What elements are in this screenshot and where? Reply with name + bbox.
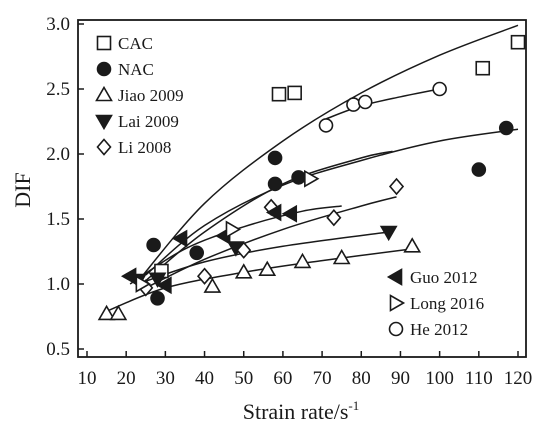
x-tick-label: 90 [391,368,410,389]
legend-label-nac: NAC [118,60,154,79]
x-tick-label: 110 [465,368,493,389]
legend-item-he-2012: He 2012 [388,320,468,339]
x-axis-title: Strain rate/s-1 [243,398,360,424]
data-point-long-2016 [225,220,242,239]
y-tick-label: 1.0 [46,274,70,295]
legend-item-lai-2009: Lai 2009 [95,112,179,131]
x-tick-label: 100 [425,368,454,389]
y-axis-title: DIF [10,172,35,207]
legend-label-he-2012: He 2012 [410,320,468,339]
data-point-jiao-2009 [258,260,277,277]
legend-item-cac: CAC [96,34,153,53]
data-point-jiao-2009 [293,252,312,269]
legend-marker-nac [96,61,112,77]
data-point-he-2012 [318,118,334,133]
data-point-nac [267,150,283,166]
x-tick-label: 80 [352,368,371,389]
data-point-jiao-2009 [203,277,222,293]
data-point-nac [498,120,514,136]
x-axis-title-main: Strain rate/s [243,399,349,424]
legend-label-li-2008: Li 2008 [118,138,171,157]
legend-marker-li-2008 [96,138,112,156]
x-tick-label: 10 [78,368,97,389]
legend-item-guo-2012: Guo 2012 [386,268,478,287]
data-point-he-2012 [432,81,447,97]
data-point-guo-2012 [156,276,172,295]
data-point-jiao-2009 [403,237,422,253]
legend-marker-cac [96,35,112,51]
legend-marker-long-2016 [389,294,406,312]
fit-curve-nac [145,128,519,276]
data-point-nac [291,170,306,185]
legend: CAC NAC Jiao 2009 Lai 2009 Li 2008 Guo 2012 Lo… [95,34,484,339]
legend-marker-jiao-2009 [95,85,113,102]
data-point-lai-2009 [148,272,167,288]
legend-item-nac: NAC [96,60,154,79]
data-point-li-2008 [196,267,213,285]
fit-curve-lai-2009 [137,231,389,285]
data-point-long-2016 [135,275,151,293]
y-tick-label: 0.5 [46,339,70,360]
data-point-cac [271,86,287,102]
y-tick-label: 2.5 [46,79,70,100]
x-tick-label: 70 [313,368,332,389]
data-point-li-2008 [326,208,342,227]
data-point-jiao-2009 [332,248,351,265]
data-point-he-2012 [346,97,361,112]
legend-marker-guo-2012 [386,268,403,286]
x-tick-label: 30 [156,368,175,389]
data-point-nac [471,162,487,177]
data-point-he-2012 [357,94,373,110]
legend-item-long-2016: Long 2016 [389,294,484,313]
legend-item-li-2008: Li 2008 [96,138,171,157]
fit-curve-cac [137,24,519,282]
data-point-cac [475,60,491,76]
x-axis-title-superscript: -1 [348,398,359,413]
fit-curve-guo-2012 [129,205,342,285]
legend-label-lai-2009: Lai 2009 [118,112,179,131]
plot-frame [77,19,527,358]
data-point-nac [267,176,283,192]
legend-label-cac: CAC [118,34,153,53]
axes: 10 20 30 40 50 60 70 80 90 100 110 120 0.5 1.0 1.5 2.0 2… [46,14,532,389]
x-tick-label: 60 [273,368,292,389]
y-tick-label: 3.0 [46,14,70,35]
legend-marker-he-2012 [388,321,404,337]
legend-label-guo-2012: Guo 2012 [410,268,478,287]
fit-curve-long-2016 [141,150,393,285]
data-point-long-2016 [304,169,320,188]
x-tick-label: 40 [195,368,214,389]
fit-curve-he-2012 [325,88,440,120]
legend-label-long-2016: Long 2016 [410,294,484,313]
data-point-guo-2012 [281,204,298,223]
y-tick-label: 1.5 [46,209,70,230]
legend-label-jiao-2009: Jiao 2009 [118,86,184,105]
fit-curve-li-2008 [145,196,397,289]
data-point-nac [189,245,205,261]
x-tick-label: 50 [234,368,253,389]
data-point-nac [150,290,165,306]
data-point-cac [287,85,302,101]
data-point-jiao-2009 [109,304,128,321]
data-point-li-2008 [388,177,405,196]
data-point-guo-2012 [265,203,282,222]
data-point-guo-2012 [171,229,188,248]
data-point-cac [510,34,526,50]
y-tick-label: 2.0 [46,144,70,165]
data-point-jiao-2009 [97,304,116,321]
data-point-nac [146,237,161,253]
data-point-lai-2009 [379,225,398,242]
data-point-jiao-2009 [234,263,253,279]
data-point-li-2008 [236,241,252,259]
legend-marker-lai-2009 [95,114,113,131]
x-tick-label: 20 [117,368,136,389]
plot-marks [97,24,526,321]
legend-item-jiao-2009: Jiao 2009 [95,85,184,105]
x-tick-label: 120 [504,368,533,389]
